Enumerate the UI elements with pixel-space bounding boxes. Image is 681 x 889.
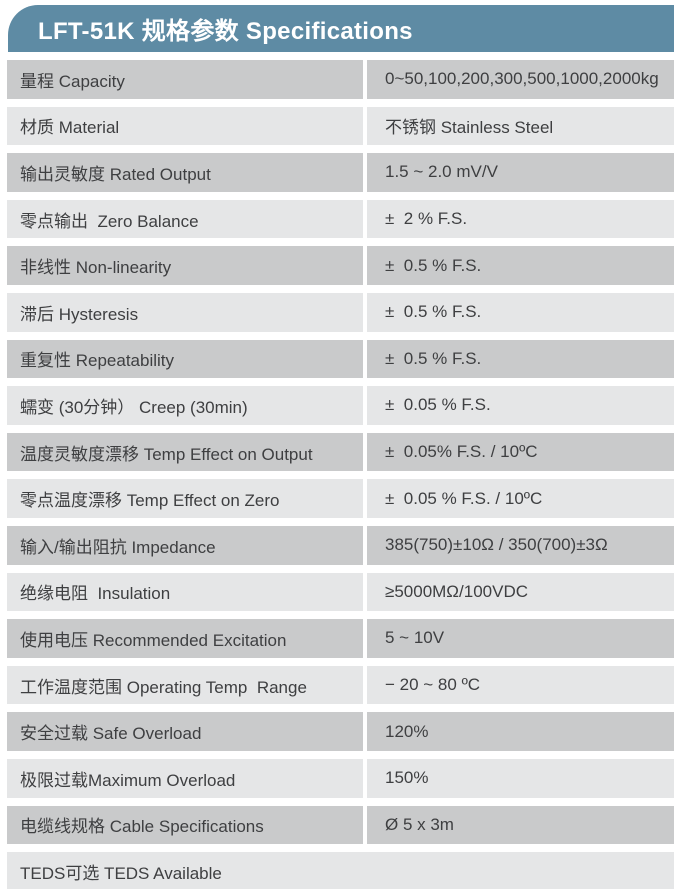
- spec-row-value: 1.5 ~ 2.0 mV/V: [367, 153, 674, 192]
- spec-row-value: ± 0.5 % F.S.: [367, 292, 674, 332]
- spec-row-value: 0~50,100,200,300,500,1000,2000kg: [367, 60, 674, 99]
- spec-row: 电缆线规格 Cable Specifications Ø 5 x 3m: [7, 805, 674, 845]
- spec-row-label: 蠕变 (30分钟） Creep (30min): [7, 386, 363, 425]
- spec-row-label: 输出灵敏度 Rated Output: [7, 153, 363, 192]
- spec-row-label: 零点温度漂移 Temp Effect on Zero: [7, 479, 363, 518]
- spec-row-label: 电缆线规格 Cable Specifications: [7, 805, 363, 845]
- spec-row: 绝缘电阻 Insulation ≥5000MΩ/100VDC: [7, 572, 674, 612]
- spec-row: 蠕变 (30分钟） Creep (30min) ± 0.05 % F.S.: [7, 386, 674, 425]
- spec-row: 非线性 Non-linearity ± 0.5 % F.S.: [7, 246, 674, 285]
- spec-row: 滞后 Hysteresis ± 0.5 % F.S.: [7, 292, 674, 332]
- spec-row-value: ± 0.05 % F.S.: [367, 386, 674, 425]
- page-title: LFT-51K 规格参数 Specifications: [8, 5, 674, 52]
- spec-row-value: ± 0.5 % F.S.: [367, 339, 674, 379]
- spec-row-value: ± 0.5 % F.S.: [367, 246, 674, 285]
- spec-row-value: 5 ~ 10V: [367, 619, 674, 658]
- spec-row: TEDS可选 TEDS Available: [7, 852, 674, 889]
- spec-table: 量程 Capacity 0~50,100,200,300,500,1000,200…: [7, 60, 674, 889]
- spec-row-label: 非线性 Non-linearity: [7, 246, 363, 285]
- spec-row: 安全过载 Safe Overload 120%: [7, 712, 674, 751]
- spec-row-value: Ø 5 x 3m: [367, 805, 674, 845]
- spec-row: 量程 Capacity 0~50,100,200,300,500,1000,200…: [7, 60, 674, 99]
- spec-row-label: TEDS可选 TEDS Available: [7, 852, 674, 889]
- spec-row-label: 绝缘电阻 Insulation: [7, 572, 363, 612]
- spec-row-label: 重复性 Repeatability: [7, 339, 363, 379]
- spec-row-label: 材质 Material: [7, 106, 363, 146]
- spec-row: 重复性 Repeatability ± 0.5 % F.S.: [7, 339, 674, 379]
- spec-row-label: 极限过载Maximum Overload: [7, 758, 363, 798]
- spec-row-label: 输入/输出阻抗 Impedance: [7, 525, 363, 565]
- spec-row-value: 不锈钢 Stainless Steel: [367, 106, 674, 146]
- spec-row-value: ± 0.05 % F.S. / 10ºC: [367, 479, 674, 518]
- spec-row-value: ≥5000MΩ/100VDC: [367, 572, 674, 612]
- spec-row-label: 安全过载 Safe Overload: [7, 712, 363, 751]
- spec-row-label: 滞后 Hysteresis: [7, 292, 363, 332]
- spec-row-label: 工作温度范围 Operating Temp Range: [7, 665, 363, 705]
- spec-row: 温度灵敏度漂移 Temp Effect on Output ± 0.05% F.S…: [7, 432, 674, 472]
- spec-row-label: 零点输出 Zero Balance: [7, 199, 363, 239]
- spec-row-value: ± 0.05% F.S. / 10ºC: [367, 432, 674, 472]
- spec-row-label: 温度灵敏度漂移 Temp Effect on Output: [7, 432, 363, 472]
- spec-row-value: − 20 ~ 80 ºC: [367, 665, 674, 705]
- spec-row-label: 使用电压 Recommended Excitation: [7, 619, 363, 658]
- spec-row: 输入/输出阻抗 Impedance 385(750)±10Ω / 350(700)…: [7, 525, 674, 565]
- spec-row: 零点输出 Zero Balance ± 2 % F.S.: [7, 199, 674, 239]
- spec-row: 工作温度范围 Operating Temp Range − 20 ~ 80 ºC: [7, 665, 674, 705]
- spec-row: 输出灵敏度 Rated Output 1.5 ~ 2.0 mV/V: [7, 153, 674, 192]
- spec-row: 使用电压 Recommended Excitation 5 ~ 10V: [7, 619, 674, 658]
- spec-row-value: 120%: [367, 712, 674, 751]
- spec-row: 零点温度漂移 Temp Effect on Zero ± 0.05 % F.S. …: [7, 479, 674, 518]
- spec-row-value: 385(750)±10Ω / 350(700)±3Ω: [367, 525, 674, 565]
- spec-row: 极限过载Maximum Overload 150%: [7, 758, 674, 798]
- spec-row-label: 量程 Capacity: [7, 60, 363, 99]
- spec-row-value: ± 2 % F.S.: [367, 199, 674, 239]
- spec-row: 材质 Material 不锈钢 Stainless Steel: [7, 106, 674, 146]
- spec-row-value: 150%: [367, 758, 674, 798]
